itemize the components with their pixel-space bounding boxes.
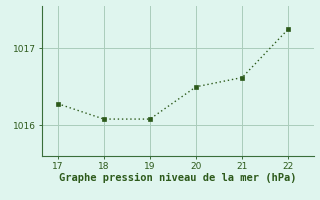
X-axis label: Graphe pression niveau de la mer (hPa): Graphe pression niveau de la mer (hPa) <box>59 173 296 183</box>
